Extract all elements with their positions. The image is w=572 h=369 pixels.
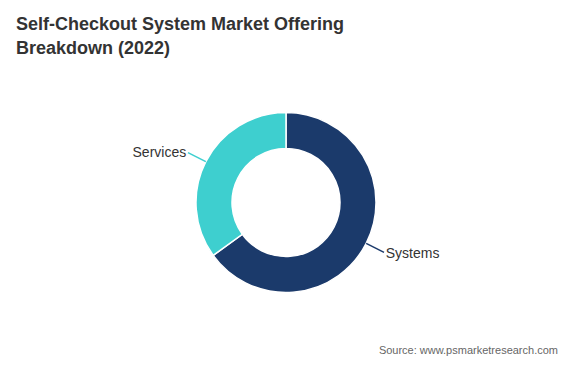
svg-text:Services: Services bbox=[133, 144, 187, 160]
svg-text:Systems: Systems bbox=[386, 245, 440, 261]
html-text:Self-Checkout System Market Of: Self-Checkout System Market Offering bbox=[16, 14, 345, 34]
html-text:Breakdown (2022): Breakdown (2022) bbox=[16, 38, 171, 58]
html-text:Source: www.psmarketresearch.c: Source: www.psmarketresearch.com bbox=[378, 344, 558, 356]
